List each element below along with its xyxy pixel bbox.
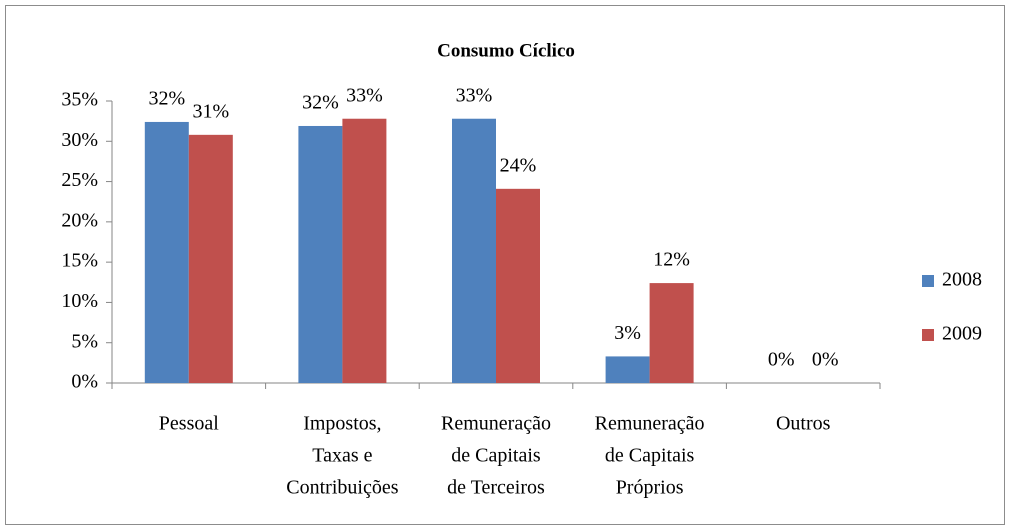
data-label: 32% [302, 92, 339, 114]
data-label: 33% [346, 84, 383, 106]
x-tick-label: de Terceiros [447, 477, 545, 499]
chart-title: Consumo Cíclico [437, 40, 575, 61]
legend-swatch [922, 275, 934, 287]
x-tick-label: Próprios [616, 477, 684, 499]
bar [144, 121, 189, 383]
data-label: 12% [653, 249, 690, 271]
bar [649, 283, 694, 383]
legend-label: 2009 [942, 323, 982, 345]
data-label: 31% [192, 100, 229, 122]
x-tick-label: Remuneração [441, 413, 551, 435]
x-tick-label: Impostos, [303, 413, 381, 435]
data-label: 3% [614, 322, 641, 344]
y-tick-label: 5% [71, 330, 98, 352]
legend-swatch [922, 329, 934, 341]
data-label: 0% [768, 349, 795, 371]
x-tick-label: Outros [776, 413, 831, 435]
bar [342, 118, 387, 384]
bar [605, 356, 650, 383]
x-tick-label: de Capitais [451, 445, 541, 467]
x-tick-label: de Capitais [605, 445, 695, 467]
data-label: 32% [148, 88, 185, 110]
y-tick-label: 0% [71, 371, 98, 393]
y-tick-label: 30% [61, 129, 98, 151]
x-tick-label: Contribuições [286, 477, 398, 499]
y-tick-label: 15% [61, 250, 98, 272]
bar [496, 188, 540, 383]
y-tick-label: 25% [61, 169, 98, 191]
y-tick-label: 20% [61, 209, 98, 231]
legend-label: 2008 [942, 269, 982, 291]
data-label: 24% [500, 154, 537, 176]
x-tick-label: Remuneração [595, 413, 705, 435]
bar [452, 118, 496, 384]
bar [298, 125, 343, 383]
x-tick-label: Pessoal [159, 413, 219, 435]
x-tick-label: Taxas e [312, 445, 372, 467]
y-tick-label: 35% [61, 89, 98, 111]
y-tick-label: 10% [61, 290, 98, 312]
data-label: 33% [456, 84, 493, 106]
data-label: 0% [812, 349, 839, 371]
bar [188, 134, 233, 383]
